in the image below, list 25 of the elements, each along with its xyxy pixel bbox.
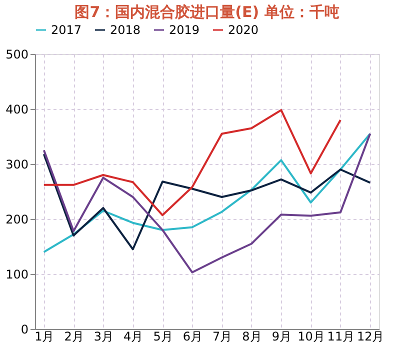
y-tick-label: 300 xyxy=(6,158,28,172)
x-tick-label: 12月 xyxy=(356,330,384,344)
y-tick-label: 400 xyxy=(6,102,28,116)
line-series xyxy=(42,153,372,250)
x-tick-label: 9月 xyxy=(272,330,292,344)
x-tick-label: 5月 xyxy=(153,330,173,344)
x-tick-label: 7月 xyxy=(212,330,232,344)
x-tick-label: 8月 xyxy=(242,330,262,344)
x-tick-label: 10月 xyxy=(298,330,325,344)
legend-label: 2020 xyxy=(228,23,259,37)
y-tick-label: 100 xyxy=(6,268,28,282)
legend-label: 2019 xyxy=(169,23,200,37)
x-tick-label: 4月 xyxy=(124,330,144,344)
y-tick-label: 200 xyxy=(6,212,28,226)
y-tick-label: 0 xyxy=(20,322,28,336)
x-tick-label: 6月 xyxy=(182,330,202,344)
x-tick-label: 3月 xyxy=(94,330,114,344)
x-tick-label: 1月 xyxy=(34,330,54,344)
legend-label: 2017 xyxy=(51,23,82,37)
line-series xyxy=(42,109,342,216)
x-tick-label: 2月 xyxy=(64,330,84,344)
legend-label: 2018 xyxy=(110,23,141,37)
chart-title: 图7：国内混合胶进口量(E) 单位：千吨 xyxy=(74,3,340,21)
x-tick-label: 11月 xyxy=(327,330,355,344)
y-tick-label: 500 xyxy=(6,48,28,62)
